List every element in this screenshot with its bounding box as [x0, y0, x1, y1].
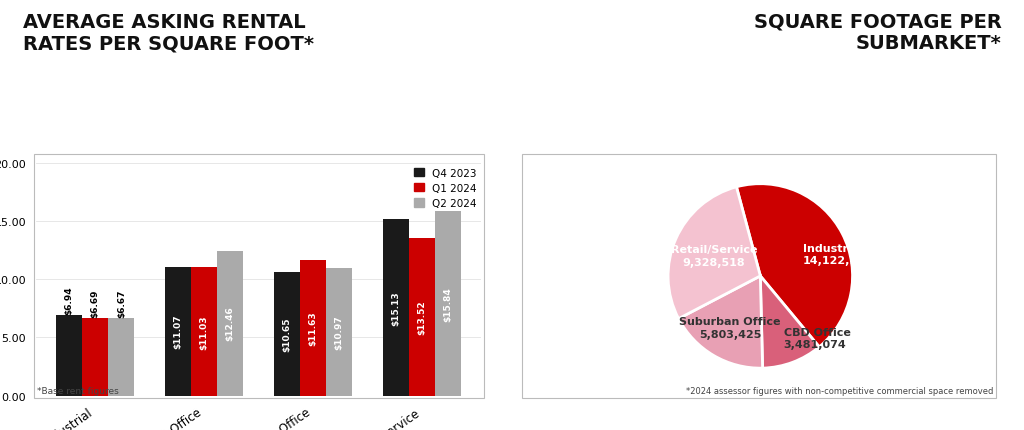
- Text: $13.52: $13.52: [418, 300, 426, 335]
- Bar: [191, 267, 217, 396]
- Text: $6.69: $6.69: [91, 289, 99, 317]
- Text: $15.84: $15.84: [443, 286, 453, 321]
- Text: $10.65: $10.65: [283, 316, 292, 351]
- Wedge shape: [679, 276, 763, 368]
- Text: AVERAGE ASKING RENTAL
RATES PER SQUARE FOOT*: AVERAGE ASKING RENTAL RATES PER SQUARE F…: [23, 13, 313, 53]
- Text: Industrial
14,122,152: Industrial 14,122,152: [803, 243, 873, 265]
- Text: $11.07: $11.07: [173, 314, 182, 349]
- Bar: [165, 267, 191, 396]
- Text: $11.63: $11.63: [308, 311, 317, 345]
- Wedge shape: [668, 187, 760, 319]
- Legend: Q4 2023, Q1 2024, Q2 2024: Q4 2023, Q1 2024, Q2 2024: [410, 164, 480, 212]
- Bar: [300, 261, 326, 396]
- Text: Suburban Office
5,803,425: Suburban Office 5,803,425: [679, 316, 780, 339]
- Text: SQUARE FOOTAGE PER
SUBMARKET*: SQUARE FOOTAGE PER SUBMARKET*: [754, 13, 1001, 53]
- Text: *Base rent figures: *Base rent figures: [37, 386, 119, 395]
- Text: Retail/Service
9,328,518: Retail/Service 9,328,518: [671, 245, 757, 267]
- Text: $15.13: $15.13: [391, 291, 400, 325]
- Text: *2024 assessor figures with non-competitive commercial space removed: *2024 assessor figures with non-competit…: [686, 386, 993, 395]
- Bar: [56, 315, 82, 396]
- Bar: [435, 212, 461, 396]
- Text: $6.94: $6.94: [65, 286, 74, 314]
- Text: $10.97: $10.97: [335, 315, 344, 349]
- Bar: [383, 220, 409, 396]
- Text: $11.03: $11.03: [200, 314, 209, 349]
- Text: $6.67: $6.67: [117, 289, 126, 317]
- Bar: [326, 268, 352, 396]
- Bar: [273, 272, 300, 396]
- Text: $12.46: $12.46: [225, 306, 234, 341]
- Text: CBD Office
3,481,074: CBD Office 3,481,074: [783, 327, 851, 350]
- Bar: [217, 251, 244, 396]
- Wedge shape: [760, 276, 819, 368]
- Bar: [109, 318, 134, 396]
- Bar: [409, 239, 435, 396]
- Bar: [82, 318, 109, 396]
- Wedge shape: [736, 184, 853, 347]
